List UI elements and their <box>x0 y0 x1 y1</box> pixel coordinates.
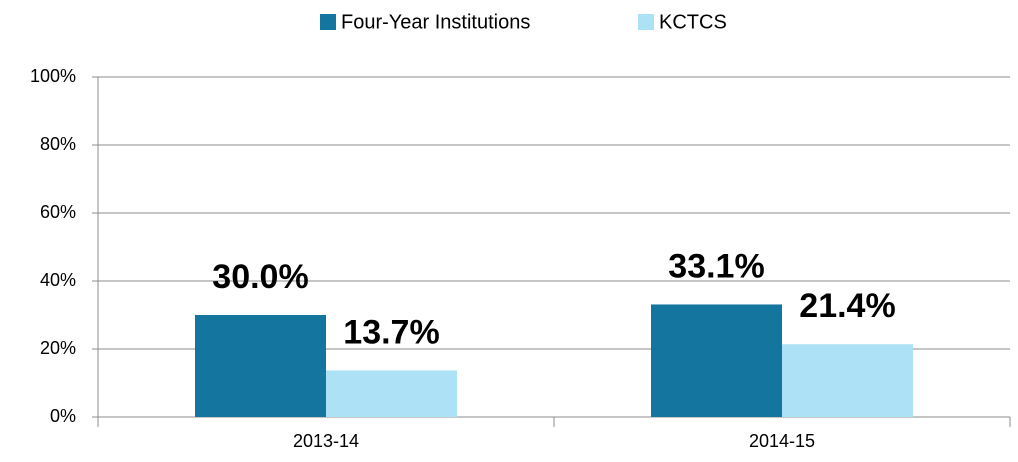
data-label: 13.7% <box>343 313 439 351</box>
x-tick-label: 2014-15 <box>749 431 815 451</box>
y-tick-label: 0% <box>50 406 76 426</box>
y-tick-label: 60% <box>40 202 76 222</box>
y-tick-label: 80% <box>40 134 76 154</box>
y-tick-label: 100% <box>30 66 76 86</box>
bar <box>782 344 913 417</box>
bar <box>326 370 457 417</box>
legend-label: KCTCS <box>659 11 727 33</box>
bar <box>195 315 326 417</box>
legend-swatch <box>320 14 336 30</box>
data-label: 30.0% <box>212 258 308 296</box>
legend-swatch <box>638 14 654 30</box>
data-label: 21.4% <box>799 287 895 325</box>
x-tick-label: 2013-14 <box>293 431 359 451</box>
y-tick-label: 20% <box>40 338 76 358</box>
legend-label: Four-Year Institutions <box>341 11 530 33</box>
bar <box>651 304 782 417</box>
data-label: 33.1% <box>668 247 764 285</box>
y-tick-label: 40% <box>40 270 76 290</box>
